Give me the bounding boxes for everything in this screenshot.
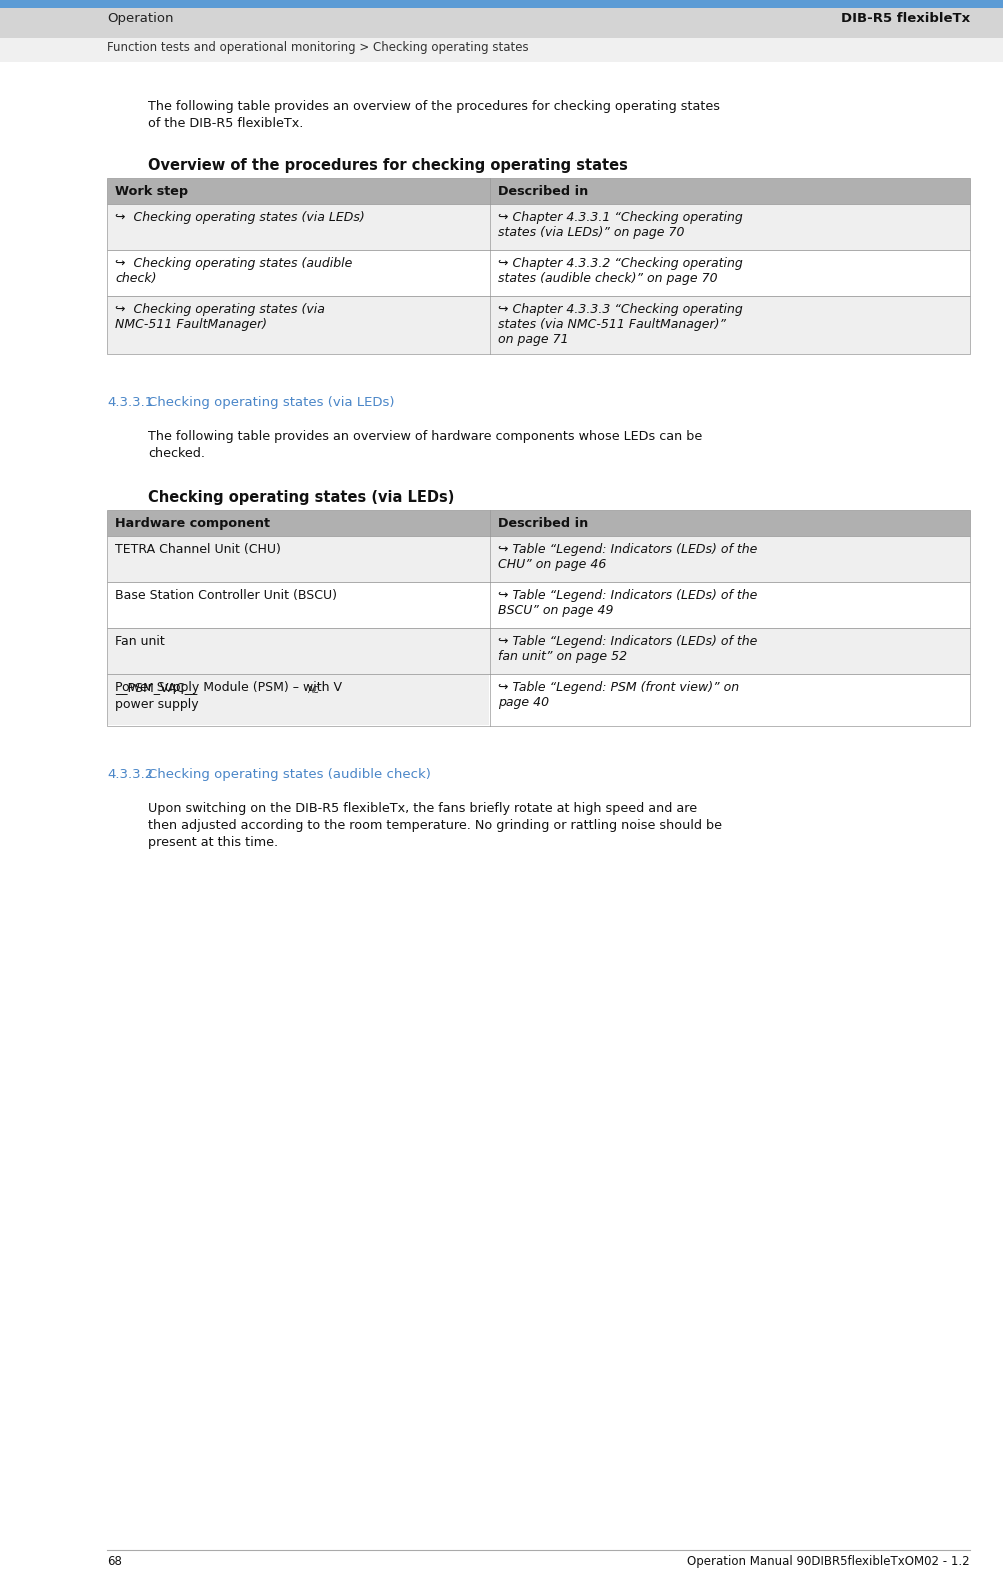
- Text: Described in: Described in: [497, 185, 588, 198]
- Text: Checking operating states (via LEDs): Checking operating states (via LEDs): [147, 396, 394, 410]
- Bar: [107, 296, 969, 354]
- Bar: [107, 628, 969, 674]
- Bar: [107, 179, 969, 204]
- Text: TETRA Channel Unit (CHU): TETRA Channel Unit (CHU): [115, 543, 281, 555]
- Text: 4.3.3.2: 4.3.3.2: [107, 767, 153, 782]
- Text: ↪ Chapter 4.3.3.3 “Checking operating
states (via NMC-511 FaultManager)”
on page: ↪ Chapter 4.3.3.3 “Checking operating st…: [497, 304, 742, 346]
- Text: Base Station Controller Unit (BSCU): Base Station Controller Unit (BSCU): [115, 589, 337, 603]
- Text: ↪ Table “Legend: PSM (front view)” on
page 40: ↪ Table “Legend: PSM (front view)” on pa…: [497, 680, 738, 709]
- Bar: [108, 676, 488, 725]
- Bar: [107, 250, 969, 296]
- Bar: [107, 582, 969, 628]
- Text: 4.3.3.1: 4.3.3.1: [107, 396, 153, 410]
- Text: Hardware component: Hardware component: [115, 517, 270, 530]
- Text: Operation: Operation: [107, 13, 174, 25]
- Text: ↪ Table “Legend: Indicators (LEDs) of the
CHU” on page 46: ↪ Table “Legend: Indicators (LEDs) of th…: [497, 543, 756, 571]
- Text: __PSM_VAC__: __PSM_VAC__: [115, 680, 197, 694]
- Text: Power Supply Module (PSM) – with V: Power Supply Module (PSM) – with V: [115, 680, 342, 694]
- Bar: [0, 38, 1003, 62]
- Text: of the DIB-R5 flexibleTx.: of the DIB-R5 flexibleTx.: [147, 117, 303, 130]
- Bar: [107, 204, 969, 250]
- Text: then adjusted according to the room temperature. No grinding or rattling noise s: then adjusted according to the room temp…: [147, 819, 721, 832]
- Bar: [107, 509, 969, 536]
- Text: ↪ Chapter 4.3.3.2 “Checking operating
states (audible check)” on page 70: ↪ Chapter 4.3.3.2 “Checking operating st…: [497, 256, 742, 285]
- Bar: [0, 0, 1003, 8]
- Text: Fan unit: Fan unit: [115, 634, 164, 649]
- Text: present at this time.: present at this time.: [147, 835, 278, 850]
- Text: AC: AC: [308, 687, 319, 694]
- Text: Checking operating states (audible check): Checking operating states (audible check…: [147, 767, 430, 782]
- Text: Checking operating states (via LEDs): Checking operating states (via LEDs): [147, 490, 454, 505]
- Text: ↪  Checking operating states (audible
check): ↪ Checking operating states (audible che…: [115, 256, 352, 285]
- Bar: [0, 8, 1003, 38]
- Text: DIB-R5 flexibleTx: DIB-R5 flexibleTx: [841, 13, 969, 25]
- Bar: [107, 674, 969, 726]
- Text: The following table provides an overview of hardware components whose LEDs can b: The following table provides an overview…: [147, 430, 701, 443]
- Text: ↪ Chapter 4.3.3.1 “Checking operating
states (via LEDs)” on page 70: ↪ Chapter 4.3.3.1 “Checking operating st…: [497, 210, 742, 239]
- Text: 68: 68: [107, 1555, 121, 1568]
- Text: ↪  Checking operating states (via LEDs): ↪ Checking operating states (via LEDs): [115, 210, 364, 225]
- Text: Overview of the procedures for checking operating states: Overview of the procedures for checking …: [147, 158, 627, 172]
- Text: power supply: power supply: [115, 698, 199, 710]
- Text: checked.: checked.: [147, 448, 205, 460]
- Text: Operation Manual 90DIBR5flexibleTxOM02 - 1.2: Operation Manual 90DIBR5flexibleTxOM02 -…: [687, 1555, 969, 1568]
- Bar: [107, 536, 969, 582]
- Text: ↪ Table “Legend: Indicators (LEDs) of the
BSCU” on page 49: ↪ Table “Legend: Indicators (LEDs) of th…: [497, 589, 756, 617]
- Text: Described in: Described in: [497, 517, 588, 530]
- Text: The following table provides an overview of the procedures for checking operatin: The following table provides an overview…: [147, 100, 719, 112]
- Text: ↪  Checking operating states (via
NMC-511 FaultManager): ↪ Checking operating states (via NMC-511…: [115, 304, 325, 331]
- Text: Function tests and operational monitoring > Checking operating states: Function tests and operational monitorin…: [107, 41, 529, 54]
- Text: Work step: Work step: [115, 185, 188, 198]
- Text: ↪ Table “Legend: Indicators (LEDs) of the
fan unit” on page 52: ↪ Table “Legend: Indicators (LEDs) of th…: [497, 634, 756, 663]
- Text: Upon switching on the DIB-R5 flexibleTx, the fans briefly rotate at high speed a: Upon switching on the DIB-R5 flexibleTx,…: [147, 802, 696, 815]
